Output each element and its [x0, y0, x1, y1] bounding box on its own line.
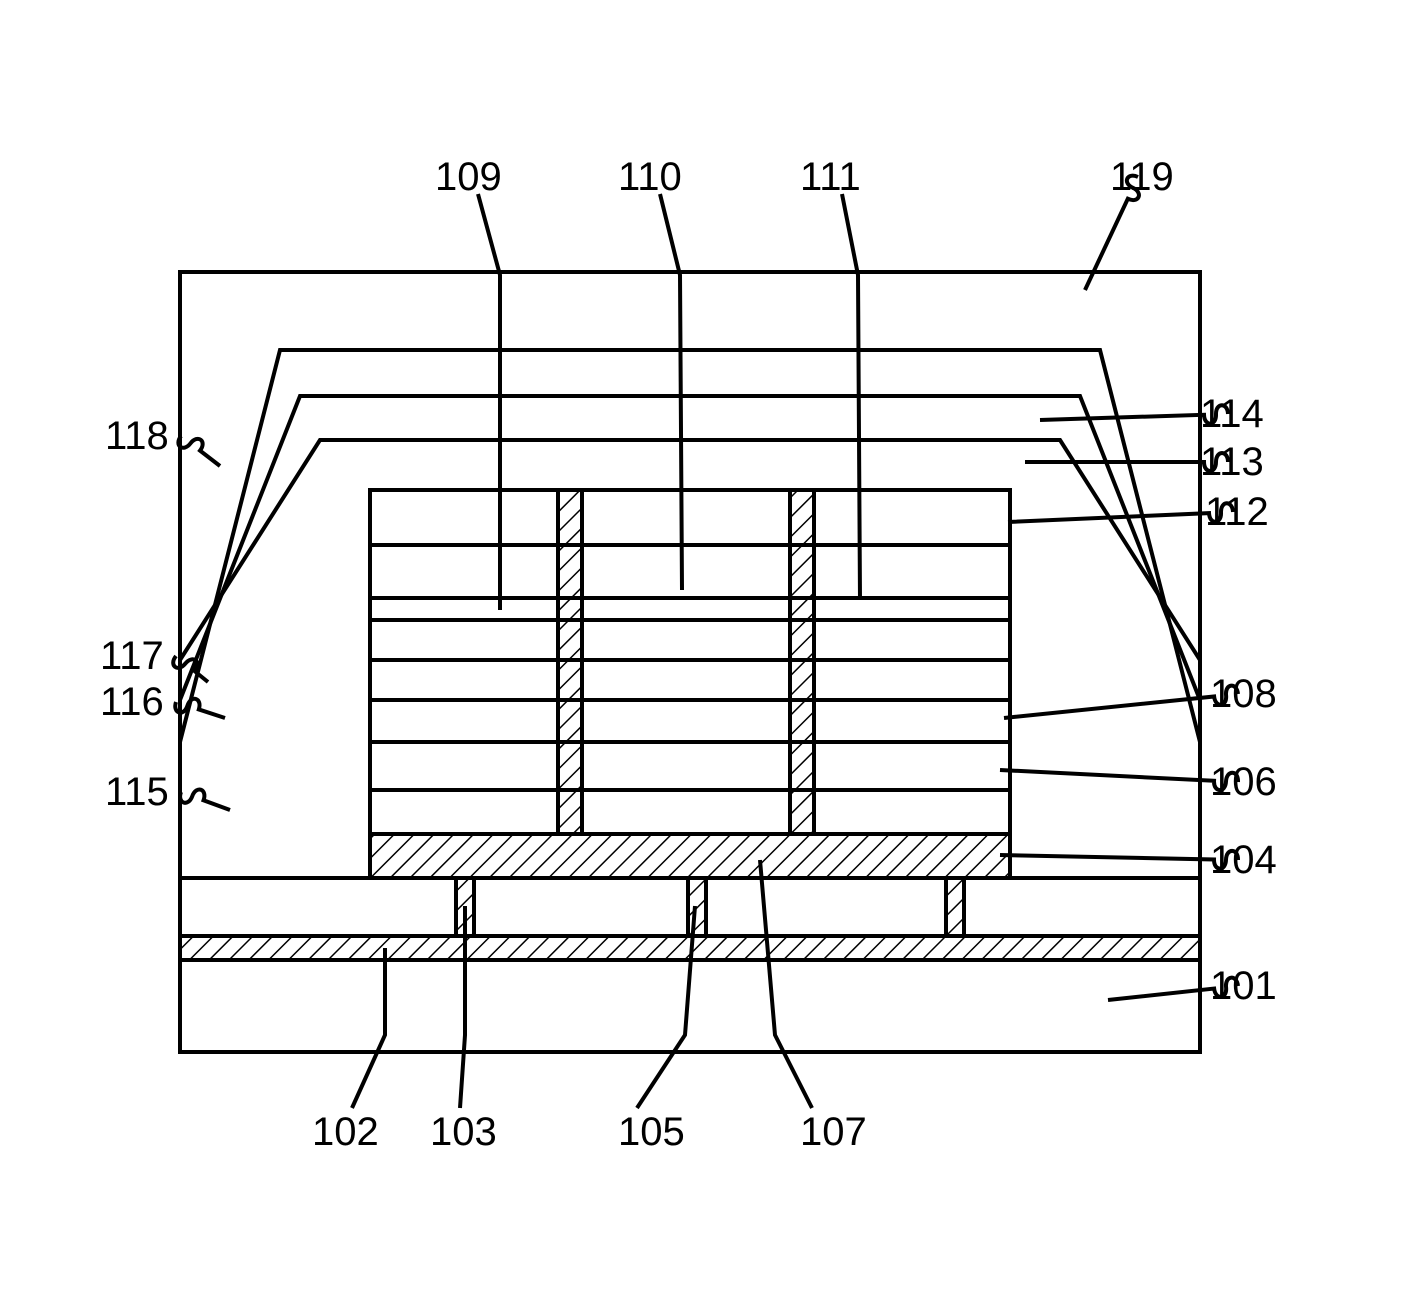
- diagram-svg: [0, 0, 1416, 1308]
- leader-116: [175, 699, 225, 718]
- leader-104: [1000, 851, 1238, 869]
- pillar-0: [558, 490, 582, 834]
- leader-108: [1004, 686, 1238, 718]
- via-1: [688, 878, 706, 936]
- label-117: 117: [100, 634, 164, 679]
- label-113: 113: [1200, 440, 1264, 485]
- label-111: 111: [800, 155, 861, 200]
- label-112: 112: [1205, 490, 1269, 535]
- label-103: 103: [430, 1110, 497, 1155]
- label-107: 107: [800, 1110, 867, 1155]
- leader-115: [180, 789, 230, 810]
- leader-106: [1000, 770, 1238, 790]
- label-105: 105: [618, 1110, 685, 1155]
- label-118: 118: [105, 414, 169, 459]
- figure-stage: 109 110 111 119 118 117116 115 114113 112 108 106 1…: [0, 0, 1416, 1308]
- via-2: [946, 878, 964, 936]
- label-119: 119: [1110, 155, 1174, 200]
- label-104: 104: [1210, 838, 1277, 883]
- label-115: 115: [105, 770, 169, 815]
- label-102: 102: [312, 1110, 379, 1155]
- hatch-bar-104: [370, 834, 1010, 878]
- leader-118: [178, 436, 220, 466]
- label-114: 114: [1200, 392, 1264, 437]
- label-101: 101: [1210, 964, 1277, 1009]
- label-106: 106: [1210, 760, 1277, 805]
- pillar-1: [790, 490, 814, 834]
- label-108: 108: [1210, 672, 1277, 717]
- label-116: 116: [100, 680, 164, 725]
- label-109: 109: [435, 155, 502, 200]
- label-110: 110: [618, 155, 682, 200]
